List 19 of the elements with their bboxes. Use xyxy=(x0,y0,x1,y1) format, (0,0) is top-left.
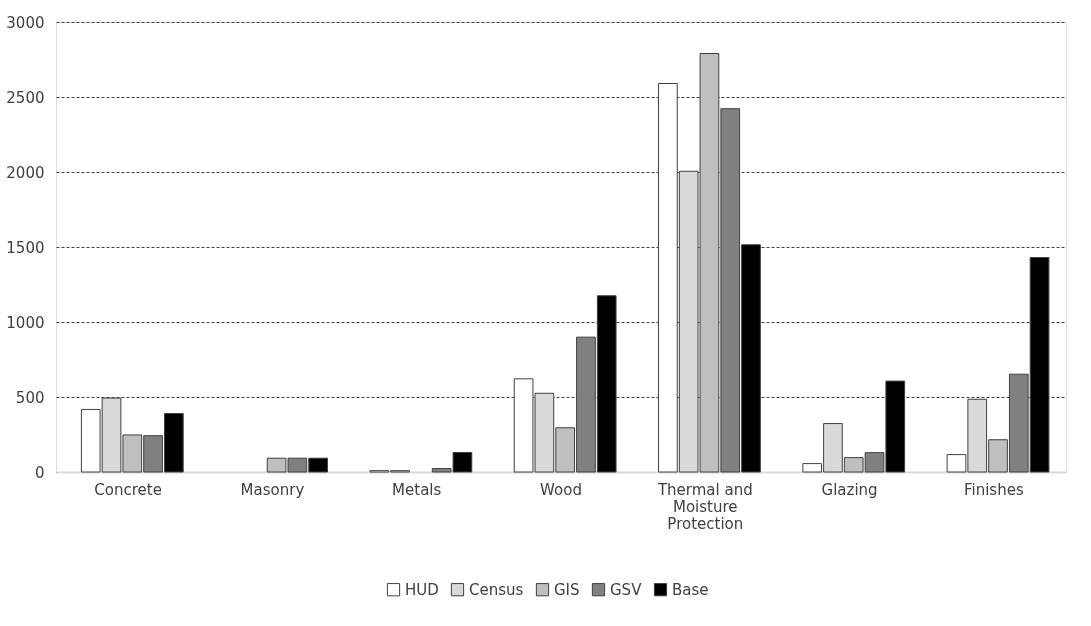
y-tick-label: 0 xyxy=(34,463,45,482)
x-tick-label: Glazing xyxy=(821,480,878,499)
y-tick-label: 1500 xyxy=(6,238,45,257)
x-tick-label: Finishes xyxy=(963,480,1024,499)
legend-label: GSV xyxy=(610,580,643,599)
legend-label: HUD xyxy=(405,580,439,599)
x-tick-label: Masonry xyxy=(240,480,305,499)
x-tick-label: Metals xyxy=(392,480,442,499)
legend-label: Base xyxy=(672,580,709,599)
x-tick-label: Wood xyxy=(540,480,582,499)
x-tick-label: Thermal and Moisture Protection xyxy=(656,480,753,533)
y-tick-label: 1000 xyxy=(6,313,45,332)
y-tick-label: 500 xyxy=(15,388,45,407)
y-tick-label: 2000 xyxy=(6,163,45,182)
x-tick-label: Concrete xyxy=(94,480,162,499)
legend-label: Census xyxy=(469,580,524,599)
y-tick-label: 3000 xyxy=(6,13,45,32)
y-tick-label: 2500 xyxy=(6,88,45,107)
legend-label: GIS xyxy=(554,580,580,599)
